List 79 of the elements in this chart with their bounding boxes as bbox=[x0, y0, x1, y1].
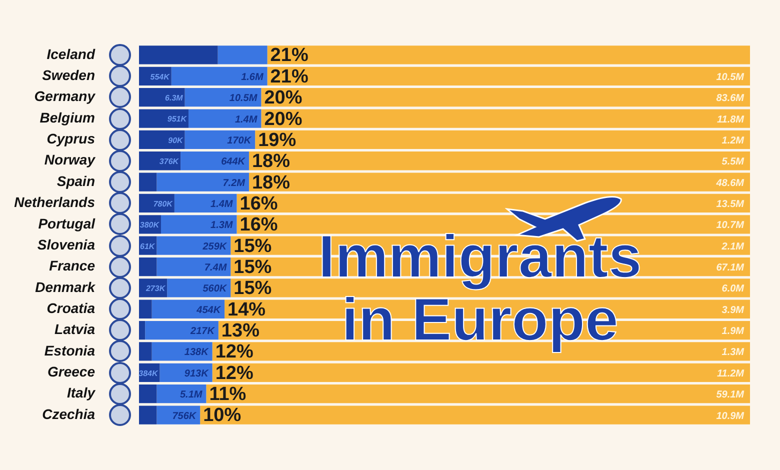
annotation: 90K bbox=[168, 136, 184, 145]
annotation: 10.7M bbox=[716, 220, 745, 232]
y-tick-label: Germany bbox=[34, 88, 96, 104]
annotation: 59.1M bbox=[716, 390, 745, 401]
annotation: 20% bbox=[264, 88, 302, 109]
annotation: 1.2M bbox=[722, 135, 745, 146]
annotation: 376K bbox=[159, 157, 180, 166]
annotation: 10% bbox=[203, 405, 242, 426]
y-tick-label: Estonia bbox=[44, 342, 96, 358]
annotation: 756K bbox=[172, 410, 197, 422]
annotation: 12% bbox=[215, 342, 254, 363]
annotation: 16% bbox=[240, 214, 278, 236]
annotation: 273K bbox=[144, 284, 166, 294]
y-tick-label: Czechia bbox=[42, 406, 96, 422]
annotation: 16% bbox=[240, 193, 278, 214]
annotation: 644K bbox=[221, 156, 246, 168]
annotation: 560K bbox=[202, 284, 228, 295]
y-tick-label: Denmark bbox=[35, 278, 96, 295]
y-tick-label: Cyprus bbox=[46, 130, 96, 147]
annotation: 6.0M bbox=[722, 284, 745, 295]
y-tick-label: Slovenia bbox=[37, 236, 96, 252]
annotation: 7.4M bbox=[204, 262, 228, 274]
annotation: 7.2M bbox=[222, 178, 246, 189]
y-tick-label: France bbox=[49, 258, 96, 274]
annotation: 83.6M bbox=[716, 93, 745, 104]
y-tick-label: Latvia bbox=[54, 321, 96, 338]
annotation: 10.9M bbox=[716, 410, 745, 422]
annotation: 951K bbox=[167, 114, 188, 124]
annotation: 454K bbox=[196, 304, 222, 316]
y-tick-label: Iceland bbox=[46, 46, 96, 62]
annotation: 1.4M bbox=[210, 198, 234, 210]
annotation: 5.1M bbox=[180, 390, 203, 401]
annotation: 6.3M bbox=[165, 94, 184, 103]
annotation: 1.6M bbox=[241, 72, 264, 83]
annotation: 14% bbox=[228, 299, 266, 320]
annotation: 15% bbox=[234, 236, 272, 257]
y-tick-label: Croatia bbox=[46, 300, 96, 316]
y-tick-label: Netherlands bbox=[14, 194, 96, 210]
annotation: 554K bbox=[150, 72, 171, 82]
annotation: 2.1M bbox=[720, 241, 745, 252]
annotation: 21% bbox=[270, 45, 308, 66]
annotation: 67.1M bbox=[716, 262, 745, 274]
annotation: 138K bbox=[184, 347, 210, 358]
annotation: 20% bbox=[264, 108, 302, 130]
annotation: 259K bbox=[202, 241, 228, 252]
annotation: 19% bbox=[258, 130, 296, 151]
annotation: 11% bbox=[209, 384, 246, 406]
annotation: 5.5M bbox=[722, 156, 745, 168]
y-tick-label: Spain bbox=[56, 172, 95, 189]
annotation: 18% bbox=[252, 172, 290, 194]
y-tick-label: Italy bbox=[66, 384, 96, 401]
y-tick-label: Sweden bbox=[42, 67, 95, 84]
annotation: 12% bbox=[215, 362, 254, 384]
annotation: 3.9M bbox=[722, 304, 745, 316]
annotation: 18% bbox=[252, 151, 290, 172]
annotation: 1.3M bbox=[210, 220, 234, 232]
annotation: 10.5M bbox=[716, 72, 745, 83]
y-tick-label: Greece bbox=[48, 364, 96, 380]
annotation: 1.3M bbox=[722, 347, 745, 358]
y-tick-label: Belgium bbox=[40, 109, 95, 126]
annotation: 10.5M bbox=[229, 93, 258, 104]
annotation: 217K bbox=[190, 326, 216, 338]
annotation: 15% bbox=[234, 278, 272, 300]
annotation: 13% bbox=[221, 320, 260, 342]
annotation: 61K bbox=[140, 242, 156, 251]
y-tick-label: Norway bbox=[44, 152, 96, 168]
annotation: 11.2M bbox=[716, 368, 745, 380]
annotation: 13.5M bbox=[716, 198, 745, 210]
annotation: 48.6M bbox=[715, 178, 745, 189]
annotation: 1.4M bbox=[234, 114, 258, 126]
annotation: 11.8M bbox=[716, 114, 745, 126]
annotation: 380K bbox=[140, 220, 160, 230]
y-tick-label: Portugal bbox=[38, 215, 96, 232]
annotation: 21% bbox=[270, 66, 308, 88]
annotation: 780K bbox=[153, 199, 174, 208]
annotation: 170K bbox=[227, 135, 252, 146]
annotation: 15% bbox=[234, 257, 272, 278]
annotation: 1.9M bbox=[722, 326, 745, 338]
annotation: 913K bbox=[184, 368, 210, 380]
